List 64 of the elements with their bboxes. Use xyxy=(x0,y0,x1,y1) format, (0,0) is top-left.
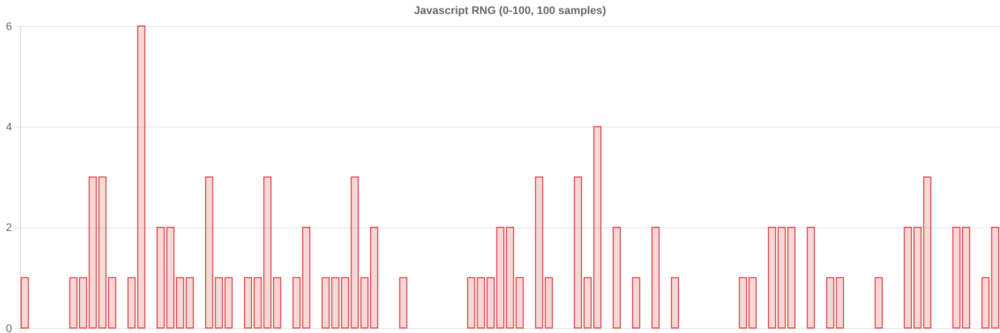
bar xyxy=(302,226,310,328)
bar xyxy=(738,277,747,328)
bar xyxy=(952,226,960,328)
bar xyxy=(20,277,29,328)
bar xyxy=(98,176,106,328)
bar xyxy=(137,26,146,328)
bar xyxy=(476,277,485,328)
bar xyxy=(78,277,88,328)
bar xyxy=(244,277,252,328)
y-tick-label: 2 xyxy=(6,222,12,234)
bar xyxy=(370,226,378,328)
bar xyxy=(128,277,136,328)
bar xyxy=(340,277,350,328)
bar xyxy=(516,277,524,328)
bar xyxy=(467,277,476,328)
bar xyxy=(399,277,408,328)
bar xyxy=(574,176,582,328)
bar xyxy=(612,226,621,328)
y-tick-label: 4 xyxy=(6,122,12,134)
bar xyxy=(962,226,970,328)
bar xyxy=(981,277,990,328)
bar xyxy=(273,277,282,328)
bar xyxy=(874,277,883,328)
bar xyxy=(632,277,640,328)
bar xyxy=(544,277,553,328)
bar xyxy=(350,176,359,328)
bar xyxy=(88,176,97,328)
bar xyxy=(904,226,912,328)
bar xyxy=(292,277,301,328)
bar xyxy=(826,277,834,328)
y-tick-label: 6 xyxy=(6,20,12,33)
bar xyxy=(991,226,1000,328)
bar xyxy=(787,226,796,328)
y-tick-label: 0 xyxy=(6,322,12,333)
bar xyxy=(584,277,592,328)
bar xyxy=(331,277,340,328)
bar xyxy=(652,226,660,328)
bar xyxy=(670,277,680,328)
bar xyxy=(360,277,368,328)
bar xyxy=(254,277,262,328)
bar xyxy=(486,277,495,328)
bar xyxy=(176,277,184,328)
bar xyxy=(748,277,757,328)
bar xyxy=(923,176,932,328)
bar xyxy=(496,226,504,328)
bar xyxy=(806,226,815,328)
bar xyxy=(778,226,786,328)
bar xyxy=(166,226,174,328)
bar xyxy=(506,226,514,328)
bar xyxy=(914,226,922,328)
bar xyxy=(205,176,214,328)
bar xyxy=(322,277,330,328)
bar xyxy=(69,277,78,328)
bar xyxy=(156,226,165,328)
bar xyxy=(263,176,272,328)
bar xyxy=(186,277,194,328)
bar xyxy=(593,126,602,328)
bar xyxy=(768,226,776,328)
bar xyxy=(224,277,233,328)
bar xyxy=(535,176,544,328)
bar xyxy=(108,277,116,328)
chart-title: Javascript RNG (0-100, 100 samples) xyxy=(414,5,606,17)
bar xyxy=(214,277,223,328)
bar xyxy=(836,277,844,328)
